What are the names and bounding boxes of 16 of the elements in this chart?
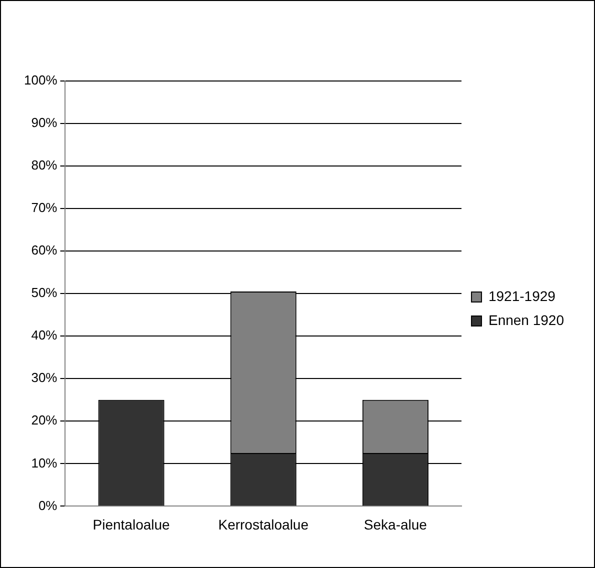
y-tick-label: 0% (38, 498, 58, 513)
y-tick-label: 60% (31, 242, 58, 258)
x-tick-label: Kerrostaloalue (218, 516, 309, 532)
y-tick-label: 20% (31, 412, 58, 428)
legend-label: 1921-1929 (488, 288, 556, 304)
y-tick-label: 10% (31, 455, 58, 470)
y-tick-label: 90% (31, 115, 58, 130)
y-tick-label: 80% (31, 158, 58, 173)
y-tick-label: 40% (31, 328, 58, 343)
x-tick-label: Pientaloalue (92, 516, 170, 532)
x-tick-label: Seka-alue (364, 516, 428, 532)
y-tick-label: 70% (31, 200, 58, 216)
legend-label: Ennen 1920 (488, 312, 564, 328)
y-tick-label: 100% (24, 72, 58, 88)
y-tick-label: 50% (31, 285, 58, 300)
y-tick-label: 30% (31, 370, 58, 386)
